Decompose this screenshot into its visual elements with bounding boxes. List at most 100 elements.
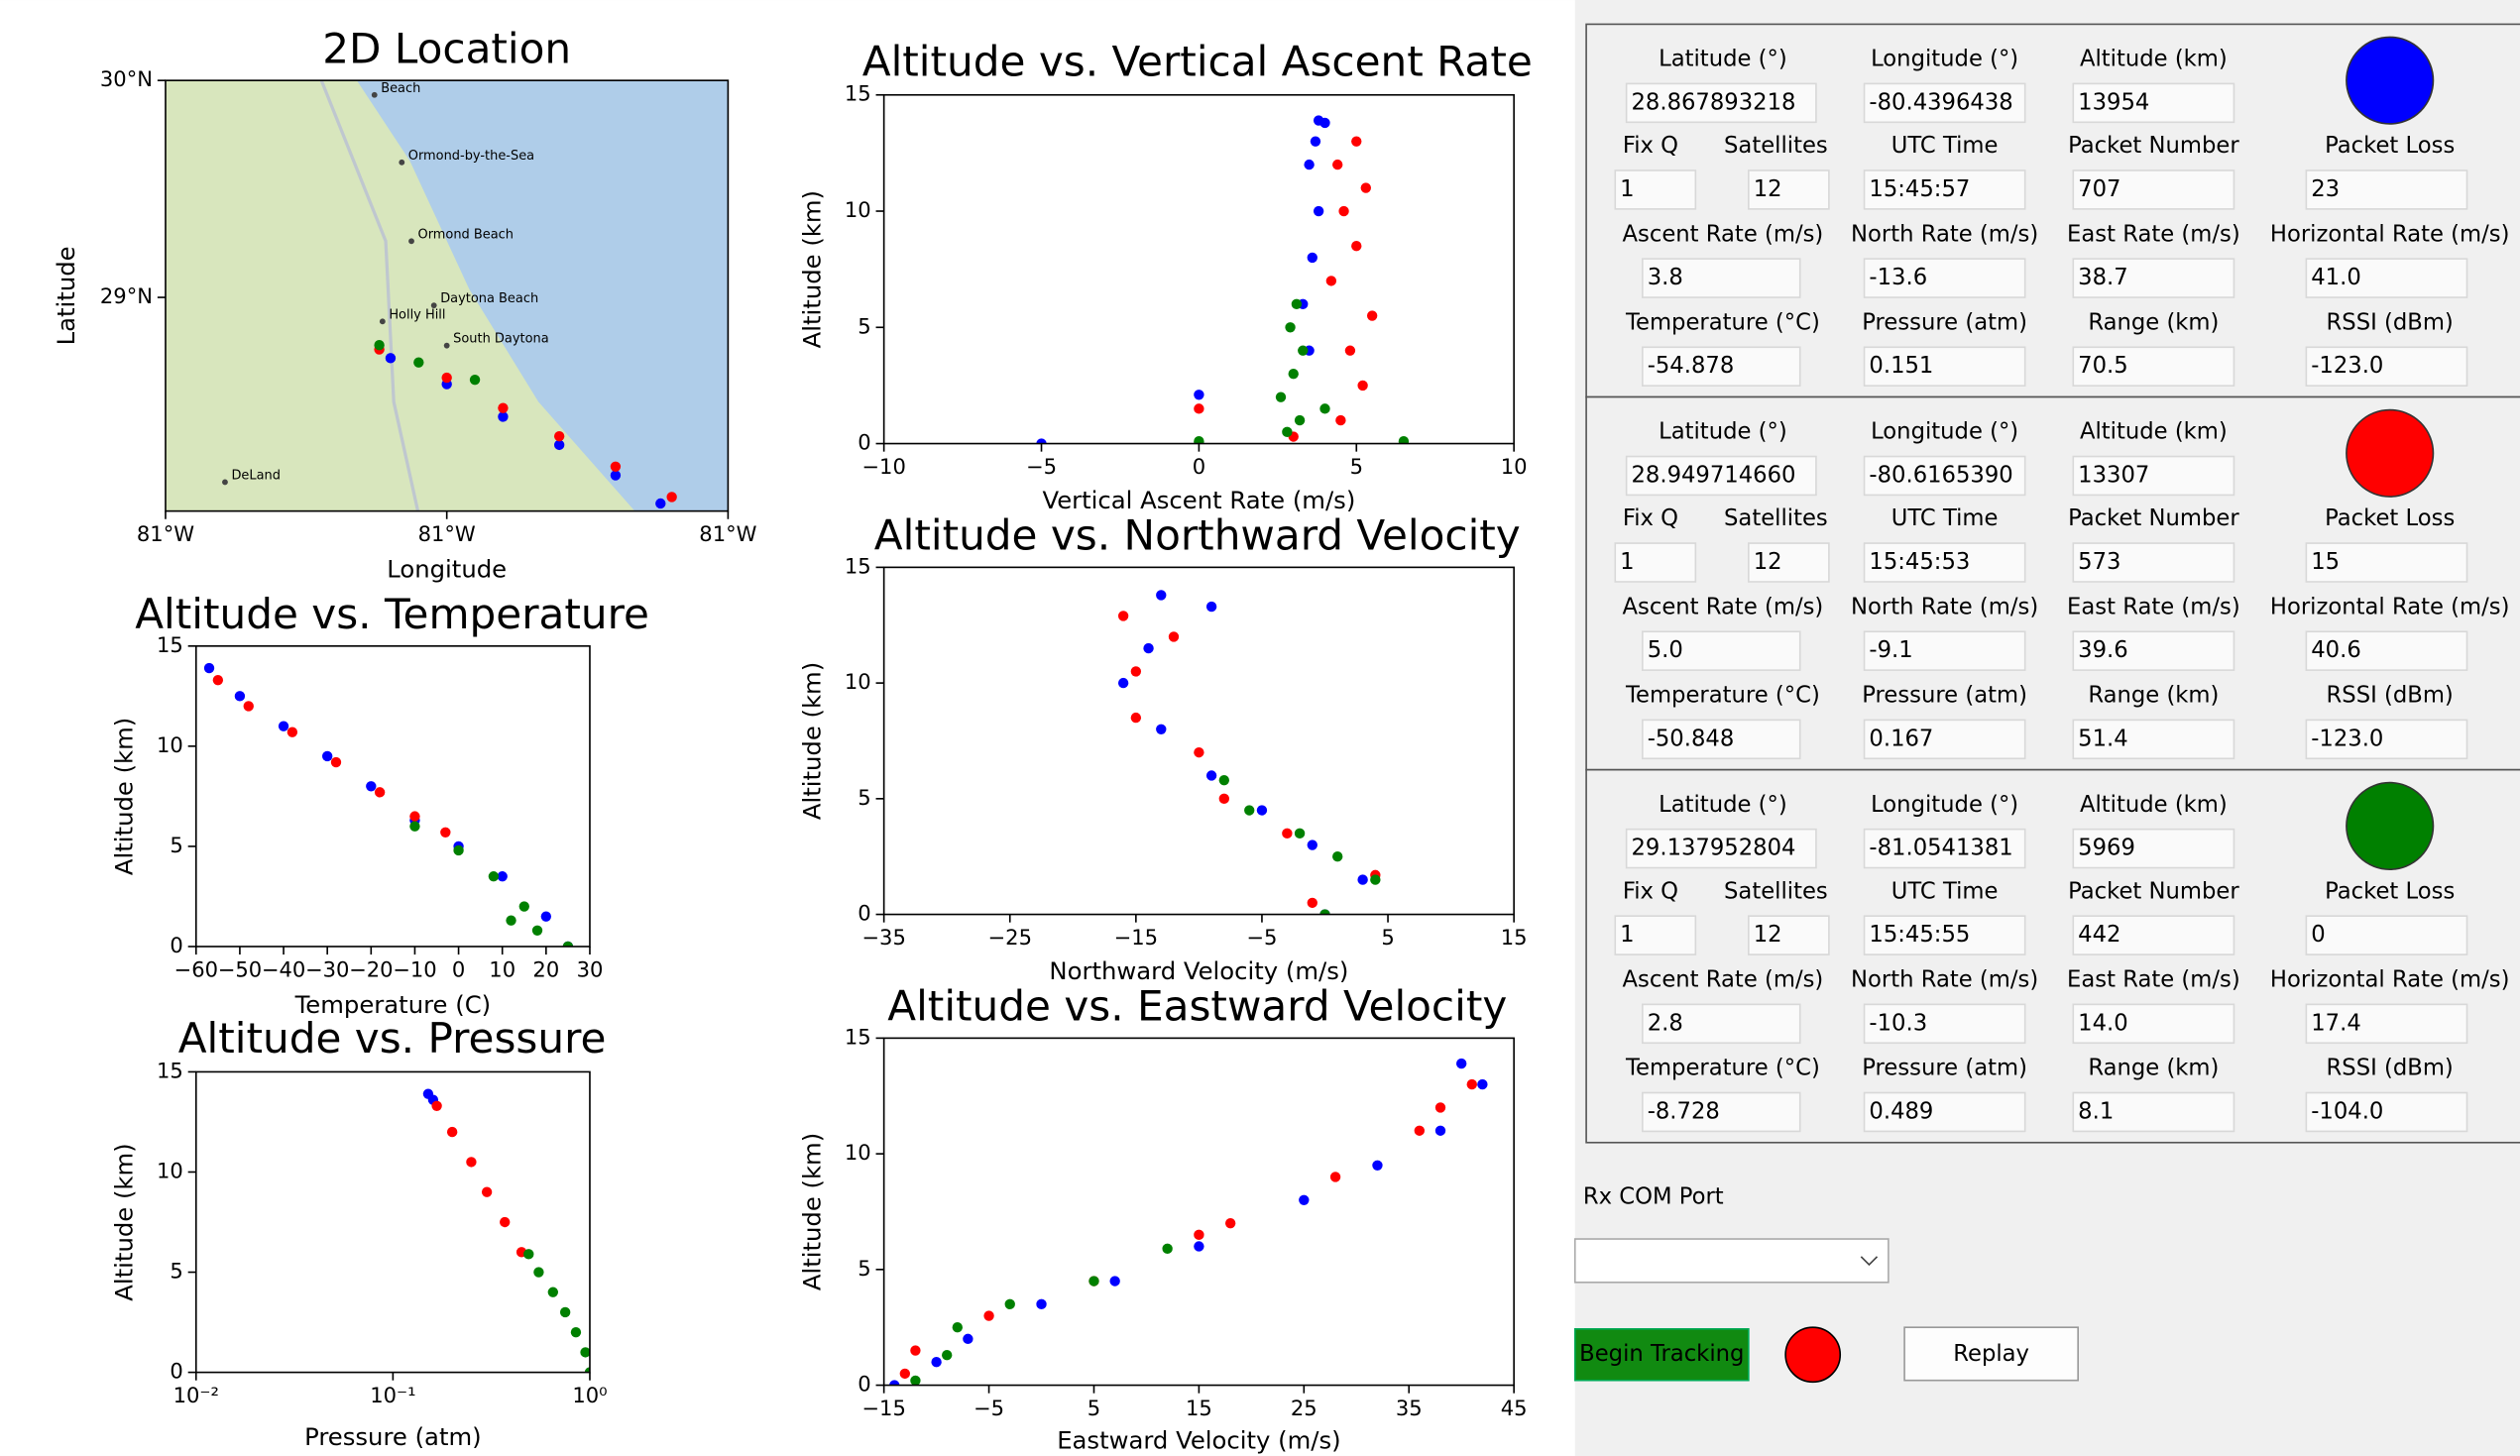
point <box>1357 380 1368 392</box>
point <box>942 1350 953 1361</box>
field-value: 15 <box>2311 549 2340 575</box>
field-value: 51.4 <box>2078 726 2128 751</box>
replay-button[interactable] <box>1903 1326 2079 1382</box>
point <box>1455 1058 1467 1069</box>
point <box>1168 631 1180 642</box>
begin-tracking-button[interactable] <box>1573 1328 1750 1382</box>
plot-frame <box>882 566 1515 916</box>
point <box>1304 159 1315 170</box>
point <box>1360 182 1371 193</box>
field-box <box>1614 169 1697 210</box>
point <box>1218 793 1230 805</box>
field-box <box>2072 1003 2235 1045</box>
field-box <box>1614 542 1697 583</box>
field-label: Packet Loss <box>2325 133 2455 159</box>
point <box>1325 276 1337 286</box>
y-tick-label: 15 <box>845 1024 871 1049</box>
field-value: 12 <box>1754 176 1782 202</box>
field-value: -123.0 <box>2311 353 2383 379</box>
y-axis-label: Altitude (km) <box>109 718 138 875</box>
point <box>1194 403 1204 414</box>
x-tick-label: 10⁻¹ <box>370 1383 415 1407</box>
field-box <box>2305 346 2468 388</box>
begin-tracking-label[interactable]: Begin Tracking <box>1579 1341 1744 1367</box>
field-box <box>1642 1003 1801 1045</box>
x-tick-label: 81°W <box>418 521 476 546</box>
plot-frame <box>882 93 1515 445</box>
field-box <box>1625 82 1817 124</box>
field-value: -81.0541381 <box>1869 836 2012 861</box>
field-box <box>1863 258 2026 298</box>
point <box>1004 1298 1015 1310</box>
field-box <box>1863 719 2026 760</box>
x-tick-label: 0 <box>1193 454 1205 479</box>
field-value: 23 <box>2311 176 2340 202</box>
x-tick-label: 5 <box>1088 1396 1100 1420</box>
com-port-dropdown[interactable] <box>1573 1238 1890 1284</box>
field-box <box>2072 630 2235 671</box>
point <box>1109 1276 1120 1287</box>
field-box <box>2305 169 2468 210</box>
field-value: 12 <box>1754 549 1782 575</box>
point <box>366 781 377 792</box>
field-box <box>1748 542 1830 583</box>
x-tick-label: 35 <box>1396 1396 1423 1420</box>
y-tick-label: 0 <box>170 1359 182 1384</box>
y-tick-label: 29°N <box>100 283 153 308</box>
map-place-label: Holly Hill <box>389 307 445 322</box>
y-tick-label: 15 <box>157 1058 183 1082</box>
field-box <box>1863 346 2026 388</box>
x-tick-label: 81°W <box>137 521 194 546</box>
field-label: Longitude (°) <box>1871 419 2018 445</box>
y-tick-label: 5 <box>858 1256 870 1281</box>
point <box>1205 770 1217 781</box>
point <box>278 721 289 731</box>
field-label: Satellites <box>1724 878 1828 904</box>
point <box>409 811 420 822</box>
field-value: 2.8 <box>1648 1010 1683 1036</box>
x-tick-label: −25 <box>988 925 1032 950</box>
x-tick-label: 25 <box>1291 1396 1317 1420</box>
field-label: Fix Q <box>1623 133 1678 159</box>
x-tick-label: −5 <box>1026 454 1057 479</box>
point <box>1319 909 1330 915</box>
point <box>466 1157 477 1168</box>
y-tick-label: 5 <box>170 833 182 857</box>
field-box <box>1863 542 2026 583</box>
point <box>1298 345 1309 356</box>
field-label: Fix Q <box>1623 505 1678 531</box>
y-tick-label: 10 <box>845 197 871 222</box>
point <box>1162 1243 1173 1255</box>
x-tick-label: 10⁰ <box>572 1383 607 1407</box>
y-tick-label: 0 <box>858 430 870 455</box>
field-box <box>1863 915 2026 955</box>
point <box>440 827 451 838</box>
field-value: 0.167 <box>1869 726 1933 751</box>
x-tick-label: 45 <box>1501 1396 1528 1420</box>
x-tick-label: −10 <box>861 454 905 479</box>
point <box>413 357 424 368</box>
point <box>1143 642 1154 654</box>
field-box <box>2305 1091 2468 1133</box>
chart-title: Altitude vs. Pressure <box>178 1014 607 1063</box>
replay-label[interactable]: Replay <box>1953 1341 2029 1367</box>
field-box <box>1748 169 1830 210</box>
x-tick-label: −15 <box>1114 925 1158 950</box>
dropdown-box[interactable] <box>1573 1238 1890 1284</box>
field-label: Pressure (atm) <box>1862 1056 2027 1081</box>
plot-background <box>195 1071 590 1373</box>
x-tick-label: −5 <box>974 1396 1004 1420</box>
point <box>431 1100 442 1111</box>
point <box>1256 805 1268 816</box>
point <box>1307 252 1317 264</box>
field-label: Temperature (°C) <box>1625 683 1820 709</box>
point <box>910 1345 921 1356</box>
x-tick-label: 5 <box>1350 454 1363 479</box>
point <box>931 1357 942 1368</box>
map-place-label: Beach <box>381 81 420 96</box>
field-box <box>2072 455 2235 497</box>
field-value: 1 <box>1620 922 1634 948</box>
point <box>374 340 385 351</box>
y-tick-label: 10 <box>157 732 183 757</box>
